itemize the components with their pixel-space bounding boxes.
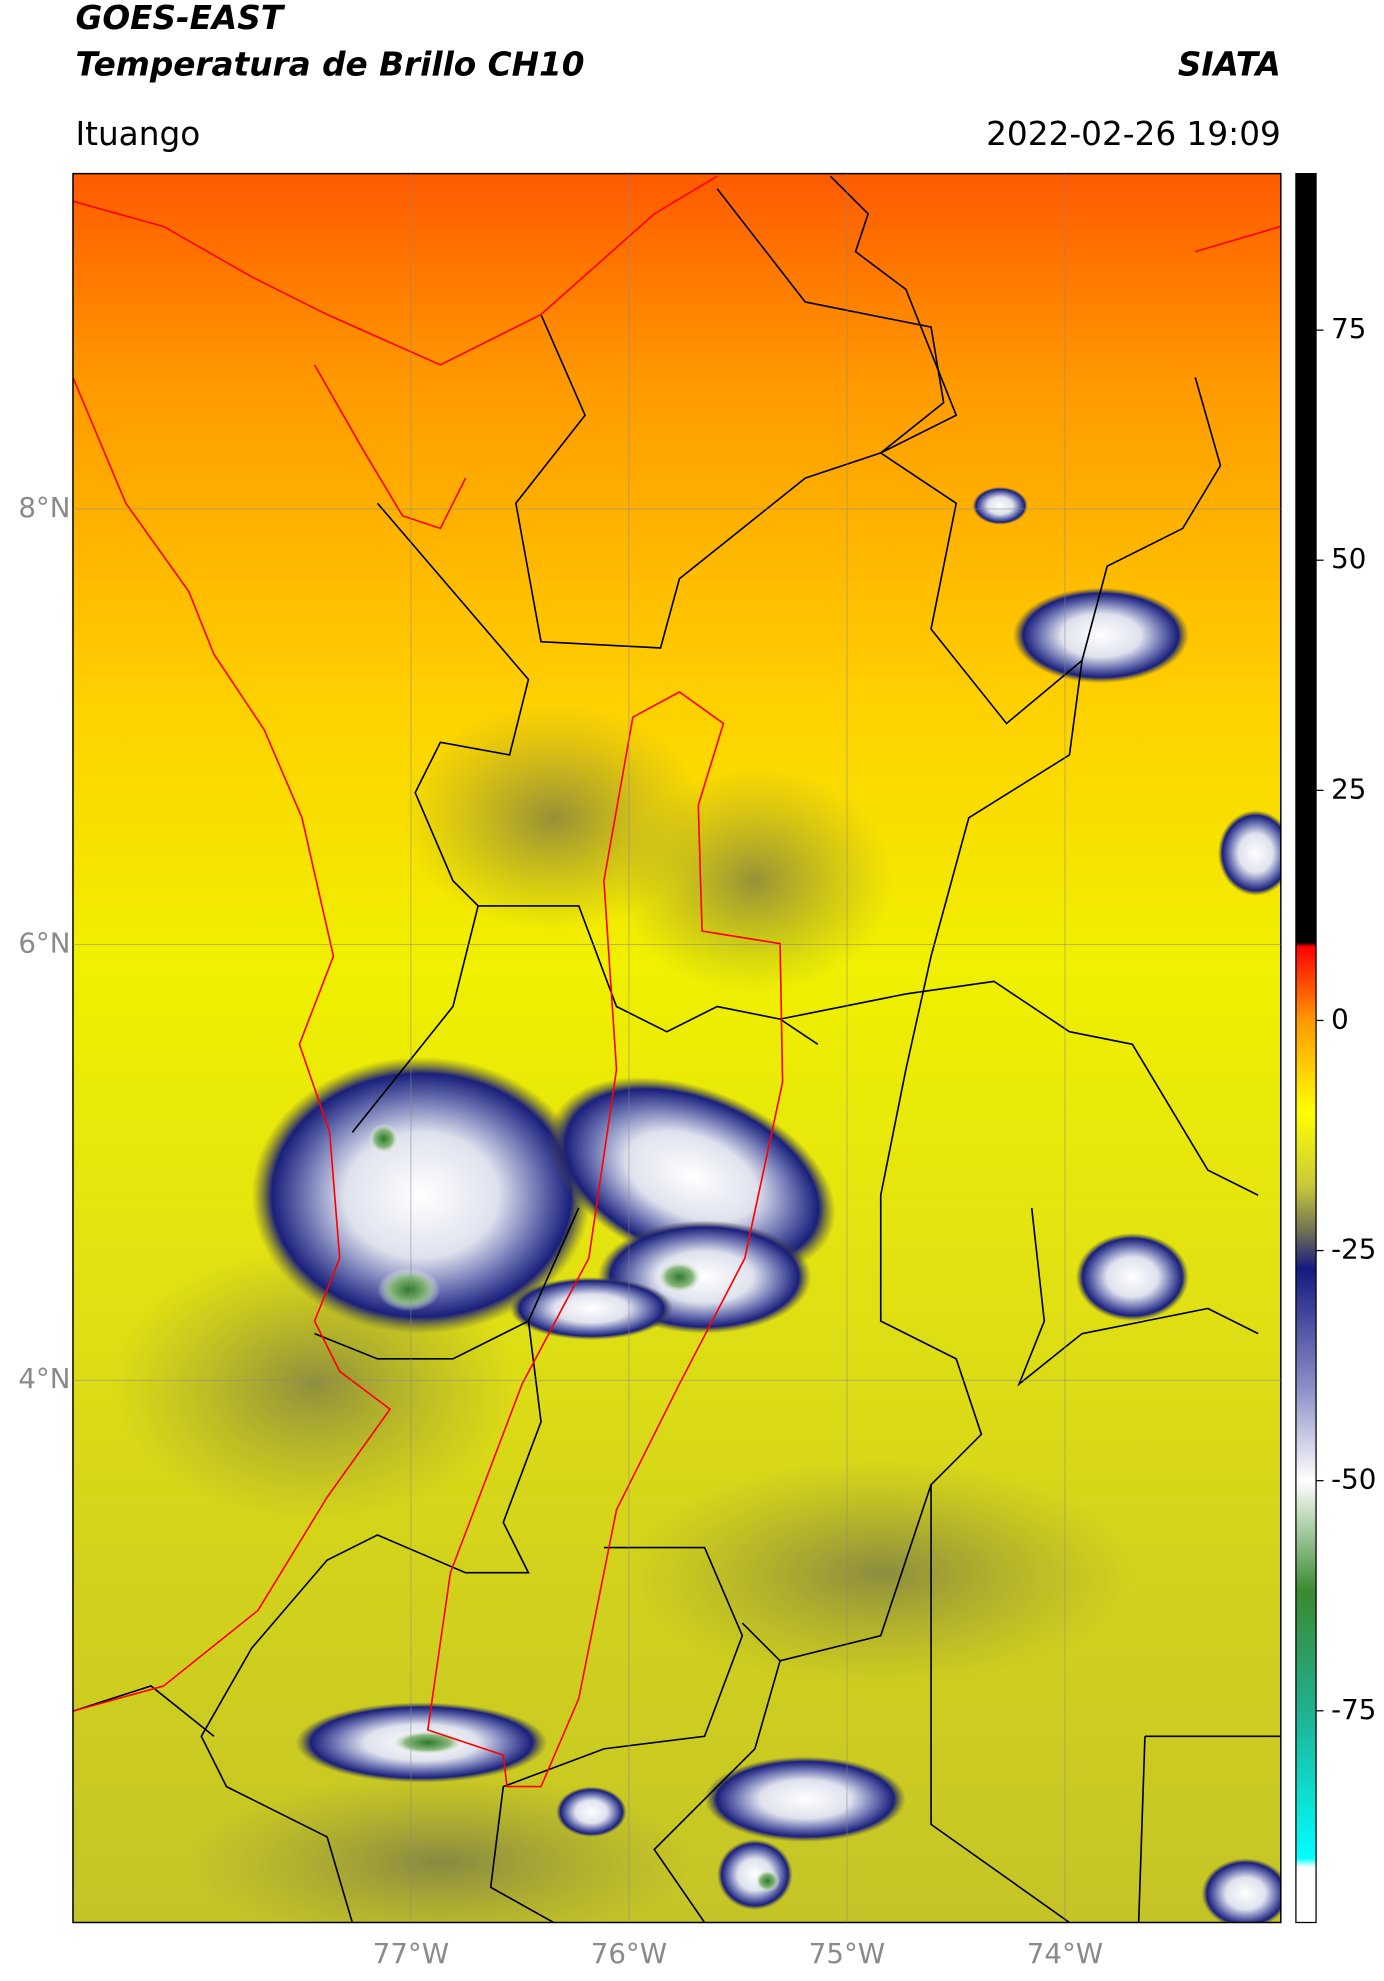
y-tick-label: 8°N [18,491,70,524]
title: GOES-EAST [75,0,285,37]
colorbar-tick-label: 75 [1331,312,1366,345]
region: Ituango [75,115,200,153]
y-tick-label: 6°N [18,927,70,960]
subtitle: Temperatura de Brillo CH10 [75,46,584,84]
x-tick-label: 77°W [373,1937,449,1970]
x-tick-label: 76°W [591,1937,667,1970]
y-tick-label: 4°N [18,1362,70,1395]
colorbar-tick-label: 25 [1331,772,1366,805]
map-image [72,173,1281,1923]
x-tick-label: 75°W [809,1937,885,1970]
colorbar-tick-label: -25 [1331,1233,1376,1266]
colorbar [1295,172,1317,1924]
colorbar-tick-label: -75 [1331,1693,1376,1726]
datetime: 2022-02-26 19:09 [986,115,1281,153]
map-frame [72,172,1282,1924]
source: SIATA [1178,46,1281,84]
colorbar-tick-label: 50 [1331,542,1366,575]
colorbar-tick-label: -50 [1331,1463,1376,1496]
x-tick-label: 74°W [1027,1937,1103,1970]
colorbar-tick-label: 0 [1331,1002,1349,1035]
